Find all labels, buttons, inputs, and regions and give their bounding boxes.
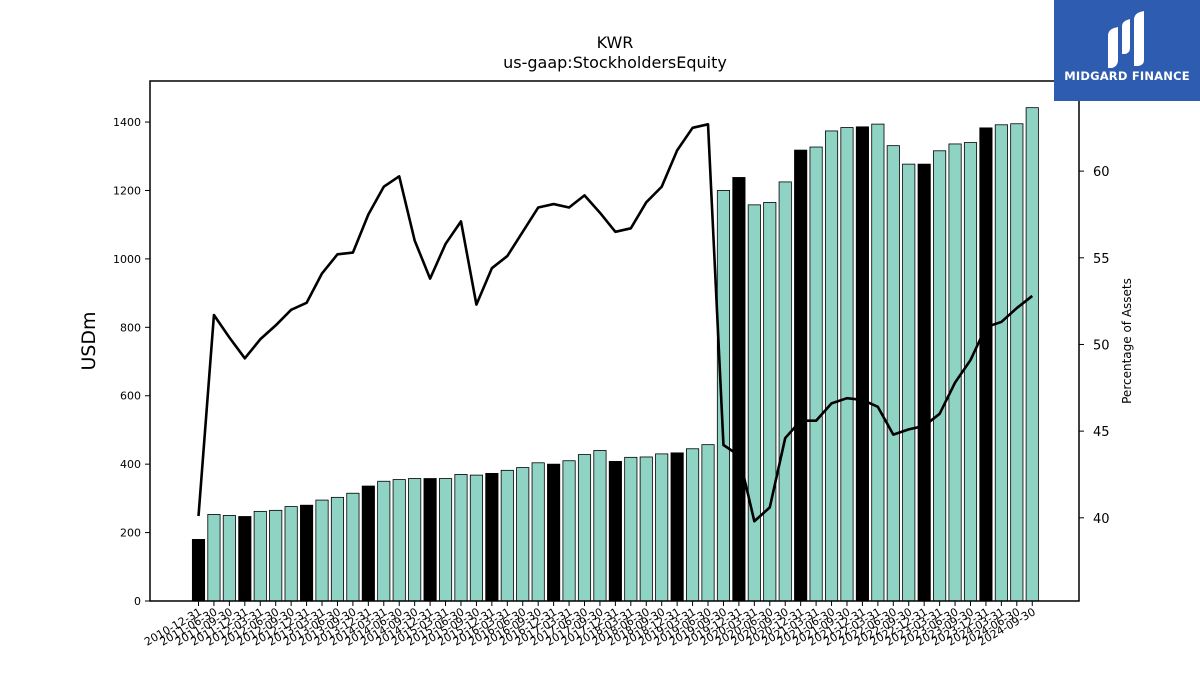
plot-frame	[149, 80, 1080, 602]
chart-subtitle: us-gaap:StockholdersEquity	[503, 53, 727, 72]
y2-tick-label: 60	[1093, 165, 1110, 180]
y-tick-label: 0	[134, 595, 141, 608]
bar	[392, 479, 406, 602]
bar	[778, 181, 792, 602]
bar	[963, 142, 978, 602]
line	[197, 123, 1034, 523]
bar	[222, 515, 236, 602]
y2-axis: 40 45 50 55 60	[1079, 165, 1110, 527]
bar	[902, 163, 916, 602]
bar	[269, 509, 283, 602]
bar	[1025, 107, 1039, 602]
bar	[516, 467, 530, 602]
bar	[686, 448, 700, 602]
x-axis: 2010-12-312011-06-302011-09-302011-12-31…	[142, 601, 1038, 649]
bar	[701, 444, 715, 602]
bar	[979, 127, 993, 602]
bar	[377, 480, 391, 602]
y2-tick-label: 40	[1093, 512, 1110, 527]
bar	[346, 492, 360, 602]
bar	[716, 190, 731, 602]
bar	[994, 124, 1008, 602]
bar	[284, 506, 298, 602]
bar	[933, 150, 947, 602]
bar	[207, 514, 221, 602]
bar	[238, 516, 252, 602]
bar	[809, 146, 823, 602]
bar	[948, 143, 962, 602]
y2-tick-label: 45	[1093, 425, 1110, 440]
bar	[747, 204, 761, 602]
bar	[855, 126, 869, 602]
bar	[500, 469, 514, 602]
bar	[547, 463, 561, 602]
bar	[423, 478, 437, 602]
bar	[485, 472, 499, 602]
bar	[871, 123, 885, 602]
bar	[593, 450, 607, 602]
y-tick-label: 1400	[113, 116, 141, 129]
bar	[917, 163, 931, 602]
midgard-finance-logo: MIDGARD FINANCE	[1054, 0, 1200, 101]
bar	[886, 145, 900, 602]
bar	[732, 177, 746, 602]
bar	[624, 456, 638, 602]
bar	[253, 510, 267, 602]
midgard-logo-icon	[1108, 11, 1144, 68]
bar	[763, 202, 777, 602]
y2-tick-label: 55	[1093, 252, 1110, 267]
bar	[655, 453, 669, 602]
bar	[191, 539, 206, 602]
bar	[438, 478, 453, 602]
bar	[824, 130, 839, 602]
bar	[315, 499, 329, 602]
y2-tick-label: 50	[1093, 338, 1110, 353]
y-tick-label: 200	[120, 527, 141, 540]
bar	[670, 452, 684, 602]
bar	[408, 478, 422, 602]
bar	[454, 474, 468, 602]
y-axis-label: USDm	[78, 311, 100, 370]
bar	[469, 474, 483, 602]
y-axis: 0 200 400 600 800 1000 1200 1400	[113, 116, 150, 608]
bar	[639, 456, 653, 602]
y-tick-label: 400	[120, 458, 141, 471]
bar	[1010, 123, 1024, 602]
y-tick-label: 1000	[113, 253, 141, 266]
bar	[577, 454, 592, 602]
bar	[300, 504, 314, 602]
line-series	[197, 123, 1034, 523]
y-tick-label: 800	[120, 321, 141, 334]
chart-title: KWR	[597, 33, 634, 52]
bar	[562, 460, 576, 602]
logo-text: MIDGARD FINANCE	[1064, 69, 1190, 83]
bar	[608, 461, 622, 602]
y2-axis-label: Percentage of Assets	[1120, 278, 1134, 404]
bar	[840, 127, 854, 602]
bar	[794, 149, 808, 602]
bar	[531, 462, 545, 602]
bar	[361, 485, 375, 602]
y-tick-label: 1200	[113, 184, 141, 197]
y-tick-label: 600	[120, 390, 141, 403]
bar	[330, 496, 345, 602]
bar-series	[191, 107, 1039, 602]
